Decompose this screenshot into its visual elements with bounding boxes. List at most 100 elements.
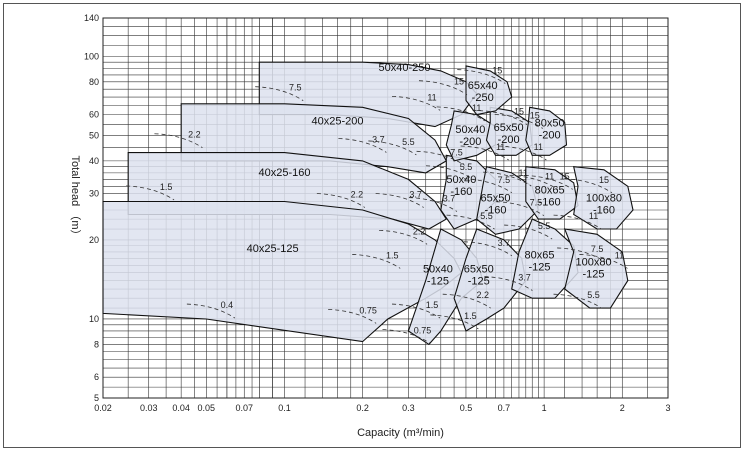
y-tick-label: 50: [89, 130, 99, 140]
motor-kw-label: 5.5: [402, 137, 415, 147]
pump-label: -160: [593, 205, 615, 217]
y-ticks: 5 6 8 10 20 30 40 50 60 80 100 140: [84, 13, 99, 403]
pump-region-65x50-200: [485, 106, 533, 156]
chart-frame: [3, 3, 741, 448]
motor-kw-label: 11: [534, 142, 543, 152]
motor-kw-label: 11: [589, 211, 598, 221]
motor-kw-label: 3.7: [518, 273, 531, 283]
pump-label: -200: [498, 134, 520, 146]
x-axis-label: Capacity (m³/min): [357, 427, 444, 439]
pump-region-80x50-200: [525, 106, 568, 156]
y-tick-label: 100: [84, 51, 99, 61]
pump-label: 80x65: [535, 185, 565, 197]
y-axis-label: Total head （m）: [69, 156, 82, 241]
x-ticks: 0.02 0.03 0.04 0.05 0.07 0.1 0.2 0.3 0.5 0.7 1 2 3: [94, 403, 670, 413]
x-tick-label: 0.7: [498, 403, 511, 413]
motor-kw-label: 7.5: [591, 244, 604, 254]
pump-label: -200: [539, 130, 561, 142]
motor-kw-label: 11: [427, 92, 436, 102]
motor-kw-label: 1.5: [386, 250, 399, 260]
y-tick-label: 140: [84, 13, 99, 23]
motor-kw-label: 1.5: [426, 300, 439, 310]
pump-region-50x40-200: [445, 110, 497, 162]
pump-label: -125: [468, 276, 490, 288]
pump-label: 50x40-250: [379, 62, 431, 74]
motor-kw-label: 0.75: [414, 326, 432, 336]
x-tick-label: 0.02: [94, 403, 112, 413]
pump-label: -125: [427, 276, 449, 288]
pump-label: 80x50: [535, 118, 565, 130]
y-tick-label: 5: [94, 393, 99, 403]
pump-label: -125: [529, 261, 551, 273]
x-tick-label: 0.07: [235, 403, 253, 413]
x-tick-label: 0.2: [356, 403, 369, 413]
x-tick-label: 2: [620, 403, 625, 413]
pump-region-65x50-125: [453, 228, 527, 332]
motor-kw-label: 7.5: [289, 83, 302, 93]
x-tick-label: 0.5: [460, 403, 473, 413]
motor-labels: 7.5 11 15 2.2 3.7 5.5 1.5 2.2 3.7 0.4 0.75 1.5 2.2 0.…: [160, 66, 624, 336]
motor-kw-label: 0.4: [221, 300, 234, 310]
y-tick-label: 30: [89, 189, 99, 199]
pump-label: 65x40: [468, 80, 498, 92]
pump-label: 40x25-200: [311, 116, 363, 128]
pump-label: -160: [450, 186, 472, 198]
motor-kw-label: 7.5: [450, 147, 463, 157]
x-tick-label: 3: [665, 403, 670, 413]
pump-region-80x65-125: [511, 218, 579, 299]
motor-kw-label: 15: [560, 171, 570, 181]
motor-kw-label: 15: [454, 77, 464, 87]
motor-kw-label: 3.7: [409, 190, 422, 200]
x-tick-label: 0.3: [402, 403, 415, 413]
x-tick-label: 0.04: [172, 403, 190, 413]
pump-label: 40x25-125: [247, 243, 299, 255]
pump-label: -200: [459, 136, 481, 148]
pump-label: -160: [539, 197, 561, 209]
pump-label: 40x25-160: [258, 167, 310, 179]
y-tick-label: 8: [94, 339, 99, 349]
motor-kw-label: 3.7: [443, 194, 456, 204]
pump-label: 50x40: [455, 124, 485, 136]
pump-label: 50x40: [446, 174, 476, 186]
pump-region-65x40-250: [465, 65, 513, 116]
pump-region-100x80-125: [563, 228, 629, 309]
x-tick-label: 1: [542, 403, 547, 413]
pump-label: -160: [485, 205, 507, 217]
motor-kw-label: 15: [599, 175, 609, 185]
motor-kw-label: 15: [514, 107, 524, 117]
pump-label: -250: [472, 92, 494, 104]
motor-kw-label: 0.75: [359, 305, 377, 315]
pump-labels: 50x40-25040x25-20040x25-16040x25-12550x4…: [247, 62, 622, 288]
motor-kw-label: 2.2: [476, 290, 489, 300]
motor-kw-label: 5.5: [587, 290, 600, 300]
motor-kw-label: 5.5: [460, 162, 473, 172]
y-tick-label: 80: [89, 77, 99, 87]
x-tick-label: 0.05: [198, 403, 216, 413]
motor-kw-label: 11: [472, 103, 481, 113]
motor-kw-label: 11: [518, 168, 527, 178]
y-tick-label: 20: [89, 235, 99, 245]
motor-kw-label: 15: [530, 110, 540, 120]
motor-kw-label: 11: [496, 142, 505, 152]
pump-label: 65x50: [494, 122, 524, 134]
pump-label: 65x50: [481, 193, 511, 205]
y-tick-label: 6: [94, 372, 99, 382]
motor-kw-label: 7.5: [498, 175, 511, 185]
pump-label: 50x40: [423, 264, 453, 276]
y-tick-label: 40: [89, 156, 99, 166]
motor-kw-label: 1.5: [464, 311, 477, 321]
motor-kw-label: 1.5: [160, 182, 173, 192]
motor-kw-label: 11: [545, 171, 554, 181]
motor-kw-label: 11: [615, 250, 624, 260]
pump-label: 65x50: [464, 264, 494, 276]
motor-kw-label: 2.2: [351, 190, 364, 200]
motor-kw-label: 5.5: [480, 211, 493, 221]
x-tick-label: 0.03: [140, 403, 158, 413]
x-tick-label: 0.1: [278, 403, 291, 413]
pump-label: -125: [583, 268, 605, 280]
pump-label: 100x80: [586, 193, 622, 205]
motor-kw-label: 2.2: [413, 226, 426, 236]
motor-kw-label: 5.5: [538, 221, 551, 231]
motor-kw-label: 15: [492, 66, 502, 76]
